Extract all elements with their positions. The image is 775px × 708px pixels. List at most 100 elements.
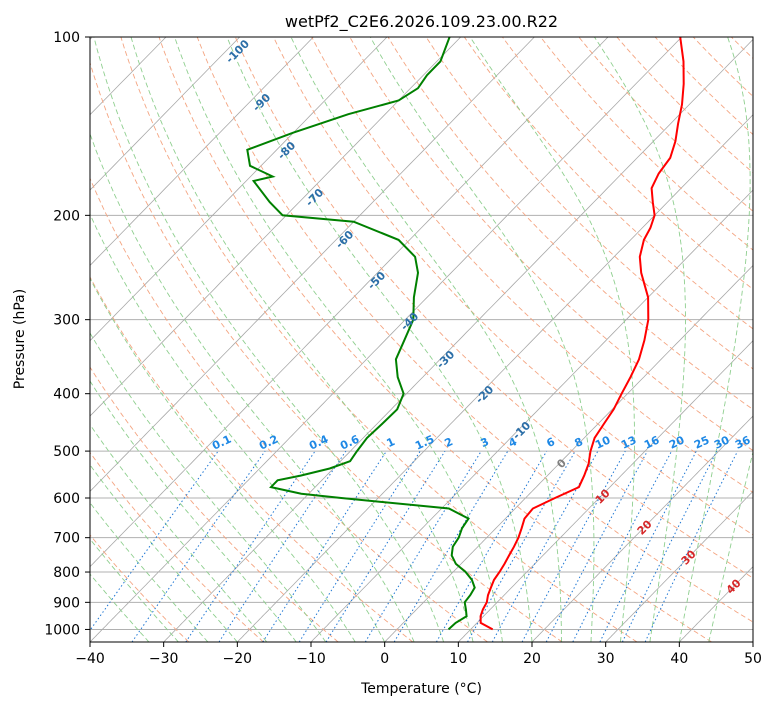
isotherm-line [90, 37, 388, 342]
moist-adiabat [369, 37, 595, 642]
x-tick-label: 30 [597, 651, 615, 667]
contour-label: -50 [365, 269, 388, 292]
series-line-0 [479, 37, 685, 631]
plot-frame [89, 36, 754, 643]
isotherm-line [310, 189, 753, 642]
dry-adiabat [90, 177, 488, 642]
mixing-ratio-line [599, 450, 697, 642]
contour-label: 13 [619, 433, 638, 451]
dry-adiabat [90, 366, 339, 642]
contour-label: 0 [554, 456, 569, 471]
y-tick-label: 100 [53, 30, 80, 46]
contour-label: 0.2 [257, 433, 280, 453]
isotherm-line [90, 37, 461, 417]
background-lines [90, 37, 775, 642]
contour-label: 0.1 [210, 433, 233, 453]
isotherm-line [458, 340, 753, 642]
x-tick-label: 20 [523, 651, 541, 667]
moist-adiabat [90, 277, 356, 642]
moist-adiabat [90, 132, 415, 642]
mixing-ratio-line [491, 450, 599, 642]
dry-adiabat [273, 37, 753, 536]
isotherm-line [605, 490, 753, 642]
contour-label: 20 [635, 517, 655, 537]
mixing-ratio-line [393, 450, 509, 642]
y-tick-label: 1000 [44, 622, 80, 638]
y-tick-label: 600 [53, 491, 80, 507]
contour-label: 2 [443, 435, 455, 450]
x-tick-label: 0 [380, 651, 389, 667]
contour-label: 0.4 [307, 432, 330, 452]
mixing-ratio-line [545, 450, 648, 642]
moist-adiabat [708, 450, 753, 642]
contour-label: -40 [398, 310, 421, 333]
moist-adiabat [93, 37, 445, 642]
moist-adiabat [90, 573, 150, 642]
mixing-ratio-line [262, 450, 387, 642]
x-tick-label: −10 [296, 651, 326, 667]
y-axis-label: Pressure (hPa) [12, 289, 28, 389]
mixing-ratio-line [364, 450, 482, 642]
contour-label: 20 [667, 433, 687, 451]
isotherm-line [90, 37, 240, 191]
dry-adiabat [616, 37, 753, 174]
moist-adiabat [594, 37, 686, 642]
contour-label: -100 [223, 37, 252, 66]
x-tick-label: 10 [449, 651, 467, 667]
isotherm-line [90, 37, 682, 642]
dry-adiabat [196, 37, 753, 623]
moist-adiabat [469, 37, 635, 642]
dry-adiabat [90, 534, 190, 642]
moist-adiabat [130, 37, 474, 642]
moist-adiabat [678, 37, 751, 642]
mixing-ratio-line [131, 450, 266, 642]
y-tick-label: 700 [53, 531, 80, 547]
moist-adiabat [174, 37, 503, 642]
x-axis-label: Temperature (°C) [360, 681, 482, 697]
dry-adiabat [502, 37, 753, 290]
mixing-ratio-line [185, 450, 316, 642]
y-tick-label: 200 [53, 208, 80, 224]
moist-adiabat [90, 380, 297, 642]
mixing-ratio-line [467, 450, 576, 642]
mixing-ratio-line [621, 450, 718, 642]
mixing-ratio-line [572, 450, 673, 642]
isotherm-line [752, 641, 753, 642]
dry-adiabat [90, 451, 264, 642]
isotherm-line [679, 566, 753, 642]
contour-label: 25 [692, 433, 711, 451]
mixing-ratio-line [298, 450, 421, 642]
isotherm-line [384, 264, 753, 642]
moist-adiabat [90, 502, 209, 642]
x-axis: −40 −30 −20 −10 0 10 20 30 40 50 [75, 642, 762, 667]
dry-adiabat [90, 276, 414, 642]
y-tick-label: 800 [53, 565, 80, 581]
x-tick-label: −40 [75, 651, 105, 667]
y-tick-label: 300 [53, 313, 80, 329]
moist-adiabat [90, 538, 179, 642]
dry-adiabat [425, 37, 753, 370]
contour-label: 30 [712, 433, 732, 451]
series-layer [246, 37, 685, 631]
x-tick-label: 40 [670, 651, 688, 667]
isotherm-line [90, 37, 314, 267]
contour-label: -60 [333, 228, 356, 251]
dry-adiabat [387, 37, 753, 410]
dry-adiabat [770, 37, 775, 642]
y-tick-label: 500 [53, 444, 80, 460]
mixing-ratio-line [325, 450, 446, 642]
contour-label: -90 [250, 91, 273, 114]
isotherm-line [90, 37, 609, 568]
contour-label: 36 [733, 433, 753, 451]
mixing-ratio-line [90, 450, 219, 632]
dry-adiabat [90, 61, 563, 642]
moist-adiabat [90, 332, 327, 642]
isotherm-line [237, 114, 753, 642]
x-tick-label: 50 [744, 651, 762, 667]
dry-adiabat [311, 37, 753, 493]
mixing-ratio-line [644, 450, 739, 642]
x-tick-label: −20 [223, 651, 253, 667]
y-axis: 100 200 300 400 500 600 700 800 900 1000 [44, 30, 90, 638]
isotherm-line [531, 415, 753, 642]
contour-label: 16 [642, 433, 662, 451]
